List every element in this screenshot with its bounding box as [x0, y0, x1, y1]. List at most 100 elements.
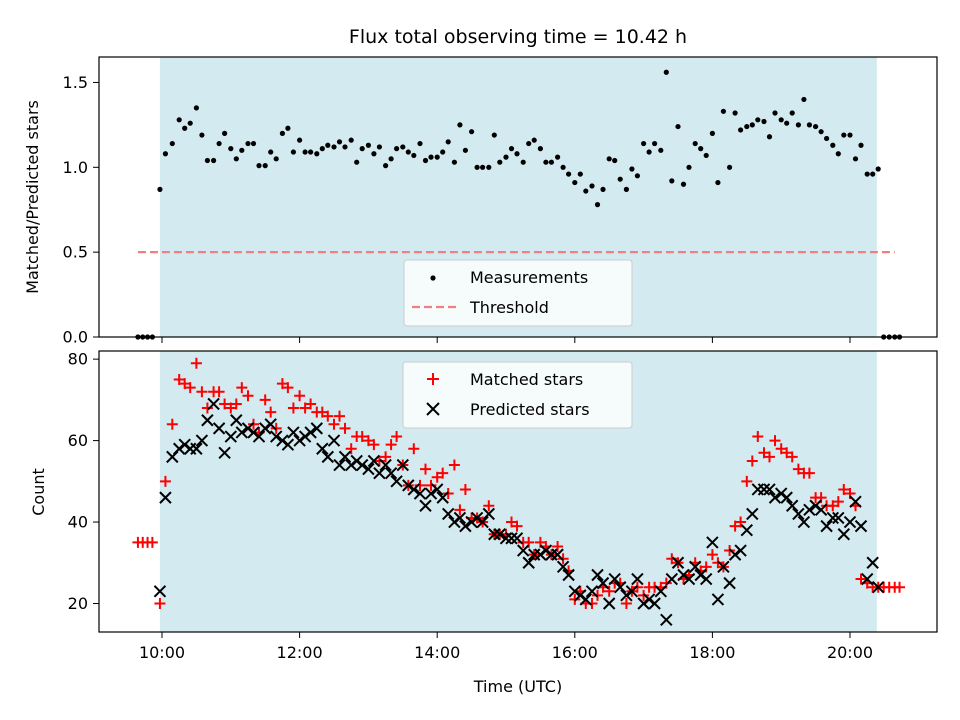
bottom-series0-point-48 [408, 443, 420, 455]
bottom-series1-point-39 [379, 458, 392, 472]
bottom-ytick-label-0: 20 [68, 594, 88, 613]
bottom-series1-point-20 [270, 430, 283, 443]
top-series0-point-11 [199, 132, 205, 138]
bottom-series1-point-120 [843, 515, 857, 529]
bottom-series1-point-53 [459, 519, 472, 533]
bottom-series0-point-56 [454, 504, 466, 516]
bottom-series1-point-26 [304, 426, 317, 439]
bottom-series1-point-119 [837, 528, 851, 541]
bottom-series1-point-86 [648, 597, 661, 610]
bottom-y-ticks: 20 40 60 80 [68, 350, 99, 613]
top-series0-point-37 [348, 137, 354, 143]
bottom-series1-point-118 [832, 511, 845, 525]
bottom-series1-point-124 [866, 556, 879, 569]
top-series0-point-114 [789, 110, 795, 116]
top-series0-point-85 [623, 186, 630, 192]
top-series0-point-127 [864, 171, 870, 177]
bottom-series0-point-22 [259, 394, 271, 406]
bottom-series0-point-30 [305, 398, 317, 410]
top-series0-point-62 [491, 132, 497, 138]
bottom-series1-point-100 [728, 548, 742, 561]
top-series0-point-90 [652, 140, 658, 147]
bottom-xtick-label-4: 18:00 [689, 643, 735, 662]
bottom-series1-point-32 [338, 450, 352, 464]
top-series0-point-110 [766, 134, 773, 140]
bottom-series0-point-4 [154, 597, 166, 609]
top-series0-point-9 [187, 120, 193, 126]
top-series0-point-26 [285, 125, 291, 131]
bottom-series0-point-24 [270, 422, 282, 434]
bottom-series0-point-3 [146, 536, 158, 548]
bottom-series1-point-113 [803, 503, 816, 517]
top-series0-point-16 [228, 146, 234, 152]
bottom-series0-point-28 [294, 390, 306, 402]
bottom-legend-box [402, 361, 633, 429]
bottom-series1-point-112 [797, 515, 811, 529]
bottom-series1-point-40 [384, 466, 398, 480]
top-points-layer [135, 69, 903, 340]
top-series0-point-72 [548, 159, 555, 165]
bottom-series1-point-57 [482, 507, 496, 521]
bottom-series1-point-110 [786, 499, 799, 512]
top-series0-point-107 [749, 122, 755, 128]
bottom-series0-point-50 [420, 463, 432, 475]
top-legend: Measurements Threshold [403, 259, 633, 327]
top-series0-point-44 [388, 156, 394, 162]
top-series0-point-120 [824, 135, 830, 142]
bottom-series1-point-13 [230, 414, 243, 427]
bottom-series1-point-46 [419, 499, 432, 512]
bottom-series1-point-42 [396, 458, 410, 472]
bottom-series1-point-63 [516, 544, 530, 557]
legend-matched-label: Matched stars [470, 370, 583, 389]
top-series0-point-69 [531, 137, 537, 143]
bottom-series1-point-54 [465, 515, 478, 529]
top-series0-point-87 [634, 173, 641, 179]
top-y-axis-label: Matched/Predicted stars [23, 100, 42, 294]
top-series0-point-32 [319, 146, 325, 152]
bottom-series0-point-107 [746, 455, 758, 467]
bottom-ytick-label-1: 40 [68, 513, 88, 532]
bottom-series1-point-59 [493, 528, 507, 541]
bottom-series1-point-0 [153, 585, 167, 598]
bottom-points-layer [132, 357, 906, 626]
legend-threshold-label: Threshold [469, 298, 549, 317]
bottom-series0-point-66 [511, 520, 523, 532]
bottom-series1-point-43 [402, 479, 415, 492]
bottom-series1-point-73 [574, 589, 587, 602]
bottom-series0-point-111 [769, 435, 781, 447]
bottom-series0-point-42 [373, 455, 385, 467]
bottom-series1-point-70 [556, 560, 570, 574]
bottom-series1-point-108 [774, 487, 788, 500]
bottom-series1-point-72 [568, 585, 582, 598]
bottom-series1-point-9 [207, 397, 220, 411]
bottom-series1-point-85 [642, 593, 656, 606]
bottom-x-axis-label: Time (UTC) [473, 677, 562, 696]
top-series0-point-51 [428, 154, 434, 160]
bottom-series1-point-35 [356, 458, 369, 472]
bottom-series0-point-122 [832, 496, 844, 508]
bottom-series0-point-52 [431, 471, 443, 483]
top-series0-point-27 [290, 149, 297, 155]
bottom-series1-point-105 [757, 483, 771, 496]
top-series0-point-116 [801, 96, 807, 103]
top-series0-point-36 [342, 144, 348, 150]
bottom-x-ticks: 10:00 12:00 14:00 16:00 18:00 20:00 [139, 632, 873, 662]
bottom-series1-point-58 [488, 528, 501, 541]
top-series0-point-25 [279, 130, 285, 136]
top-series0-point-126 [858, 142, 864, 148]
bottom-series0-point-11 [196, 386, 208, 398]
top-series0-point-40 [365, 142, 371, 148]
bottom-series0-point-65 [506, 516, 518, 528]
bottom-xtick-label-2: 14:00 [414, 643, 460, 662]
bottom-series1-point-56 [476, 515, 489, 529]
bottom-series0-point-101 [712, 557, 724, 569]
bottom-series0-point-61 [483, 500, 495, 512]
top-series0-point-76 [572, 179, 578, 186]
top-series0-point-47 [405, 149, 411, 155]
top-series0-point-112 [778, 117, 784, 123]
bottom-series1-point-97 [711, 593, 725, 606]
bottom-series1-point-6 [190, 442, 203, 455]
bottom-series1-point-10 [212, 422, 226, 435]
bottom-series1-point-1 [159, 491, 172, 504]
legend-matched-marker [427, 373, 439, 385]
